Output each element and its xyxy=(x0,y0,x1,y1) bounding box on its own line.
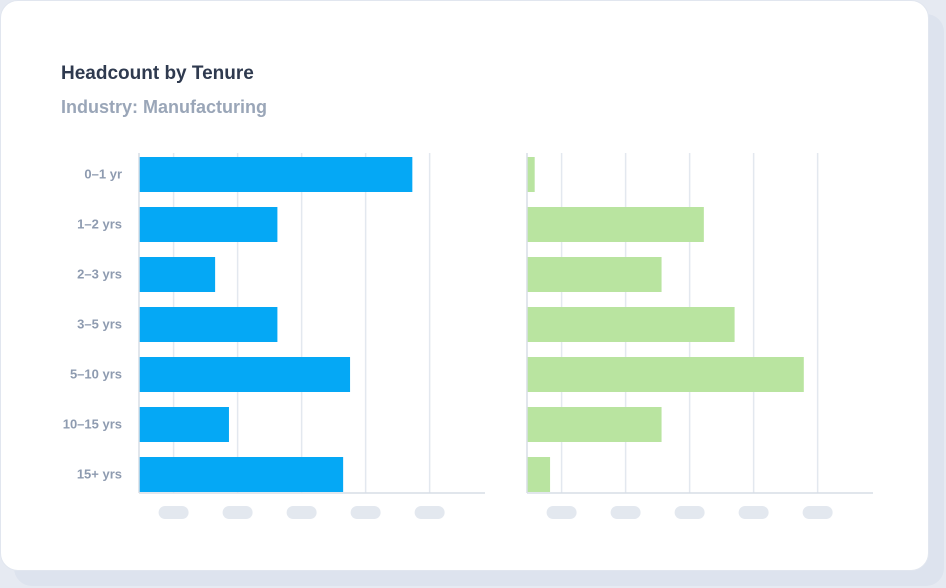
bar xyxy=(527,457,551,492)
bar xyxy=(527,207,704,242)
category-label: 0–1 yr xyxy=(84,167,122,182)
tick-label-placeholder xyxy=(414,506,445,519)
bar xyxy=(527,257,662,292)
bar xyxy=(139,257,216,292)
tick-label-placeholder xyxy=(546,506,577,519)
bar xyxy=(139,357,351,392)
tick-label-placeholder xyxy=(674,506,705,519)
chart-title: Headcount by Tenure xyxy=(61,63,254,84)
tick-label-placeholder xyxy=(222,506,253,519)
tick-label-placeholder xyxy=(802,506,833,519)
tick-label-placeholder xyxy=(350,506,381,519)
category-label: 3–5 yrs xyxy=(77,317,122,332)
category-label: 2–3 yrs xyxy=(77,267,122,282)
tick-label-placeholder xyxy=(286,506,317,519)
bar xyxy=(139,407,229,442)
bar xyxy=(527,307,735,342)
category-label: 10–15 yrs xyxy=(63,417,122,432)
bar xyxy=(139,157,413,192)
bar xyxy=(527,157,535,192)
bar xyxy=(527,357,804,392)
category-label: 15+ yrs xyxy=(77,467,122,482)
category-label: 1–2 yrs xyxy=(77,217,122,232)
tick-label-placeholder xyxy=(158,506,189,519)
tick-label-placeholder xyxy=(610,506,641,519)
bar xyxy=(139,207,278,242)
bar xyxy=(527,407,662,442)
chart-card: Headcount by Tenure Industry: Manufactur… xyxy=(0,0,929,571)
tick-label-placeholder xyxy=(738,506,769,519)
bar-chart: 0–1 yr 1–2 yrs 2–3 yrs 3–5 yrs 5–10 yrs 10–15… xyxy=(63,153,873,519)
category-label: 5–10 yrs xyxy=(70,367,122,382)
chart-subtitle: Industry: Manufacturing xyxy=(61,97,267,117)
bar xyxy=(139,457,344,492)
bar xyxy=(139,307,278,342)
